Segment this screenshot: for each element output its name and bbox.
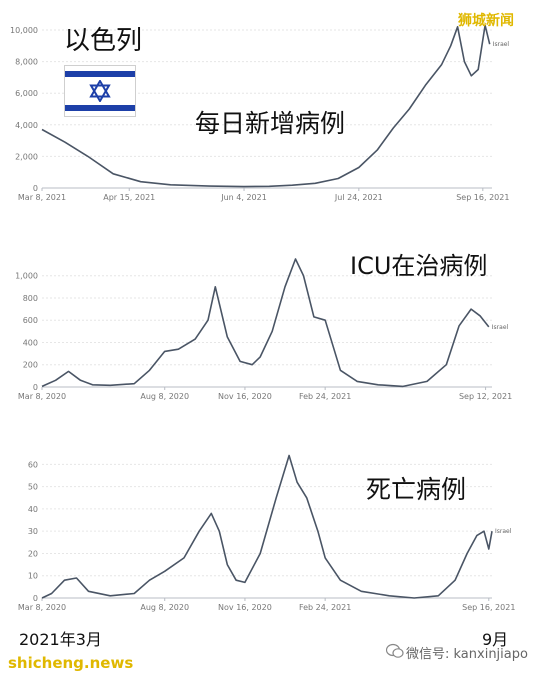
- chart2-y-tick-label: 200: [23, 361, 38, 370]
- chart1-x-tick-label: Jul 24, 2021: [334, 193, 383, 202]
- chart3-x-tick-label: Feb 24, 2021: [299, 603, 351, 612]
- start-date-note: 2021年3月: [19, 630, 102, 649]
- chart2-x-tick-label: Aug 8, 2020: [140, 392, 189, 401]
- chart2-y-tick-label: 800: [23, 294, 38, 303]
- israel-flag-icon: [64, 65, 136, 117]
- chart3-y-tick-label: 60: [28, 460, 38, 469]
- chart1-y-tick-label: 4,000: [15, 121, 38, 130]
- icu-cases-label: ICU在治病例: [350, 252, 488, 280]
- chart3-y-tick-label: 30: [28, 527, 38, 536]
- chart3-series-label: Israel: [495, 528, 512, 535]
- country-title: 以色列: [64, 26, 143, 56]
- watermark-bottom-left: shicheng.news: [8, 654, 134, 672]
- chart2-x-tick-label: Sep 12, 2021: [459, 392, 512, 401]
- chart2-series-line: [41, 258, 490, 388]
- chart2-y-tick-label: 1,000: [15, 272, 38, 281]
- watermark-top: 狮城新闻: [458, 13, 514, 29]
- wechat-icon: [386, 643, 404, 658]
- chart1-x-tick-label: Mar 8, 2021: [18, 193, 66, 202]
- chart2-x-tick-label: Mar 8, 2020: [18, 392, 66, 401]
- star-of-david-icon: [89, 80, 111, 102]
- chart1-y-tick-label: 8,000: [15, 58, 38, 67]
- chart1-x-tick-label: Apr 15, 2021: [103, 193, 155, 202]
- chart2-y-tick-label: 600: [23, 316, 38, 325]
- chart3-x-tick-label: Sep 16, 2021: [462, 603, 515, 612]
- chart1-y-tick-label: 0: [33, 184, 38, 193]
- chart1-y-tick-label: 2,000: [15, 152, 38, 161]
- chart1-series-label: Israel: [493, 41, 510, 48]
- chart2-y-tick-label: 400: [23, 338, 38, 347]
- chart3-y-tick-label: 10: [28, 572, 38, 581]
- chart3-y-tick-label: 0: [33, 594, 38, 603]
- chart1-x-tick-label: Jun 4, 2021: [220, 193, 267, 202]
- watermark-bottom-right: 微信号: kanxinjiapo: [406, 647, 528, 662]
- daily-cases-label: 每日新增病例: [195, 109, 346, 138]
- chart3-x-tick-label: Mar 8, 2020: [18, 603, 66, 612]
- death-cases-label: 死亡病例: [366, 475, 467, 504]
- chart2-series-label: Israel: [492, 324, 509, 331]
- chart2-x-tick-label: Feb 24, 2021: [299, 392, 351, 401]
- chart3-y-tick-label: 20: [28, 549, 38, 558]
- chart3-series-line: [41, 454, 493, 599]
- chart1-x-tick-label: Sep 16, 2021: [456, 193, 509, 202]
- chart1-y-tick-label: 10,000: [10, 26, 38, 35]
- chart2-y-tick-label: 0: [33, 383, 38, 392]
- chart1-series-line: [41, 24, 491, 188]
- chart2-x-tick-label: Nov 16, 2020: [218, 392, 272, 401]
- chart3-y-tick-label: 40: [28, 505, 38, 514]
- chart3-y-tick-label: 50: [28, 483, 38, 492]
- chart3-x-tick-label: Aug 8, 2020: [140, 603, 189, 612]
- chart3-x-tick-label: Nov 16, 2020: [218, 603, 272, 612]
- end-date-note: 9月: [482, 630, 509, 649]
- chart1-y-tick-label: 6,000: [15, 89, 38, 98]
